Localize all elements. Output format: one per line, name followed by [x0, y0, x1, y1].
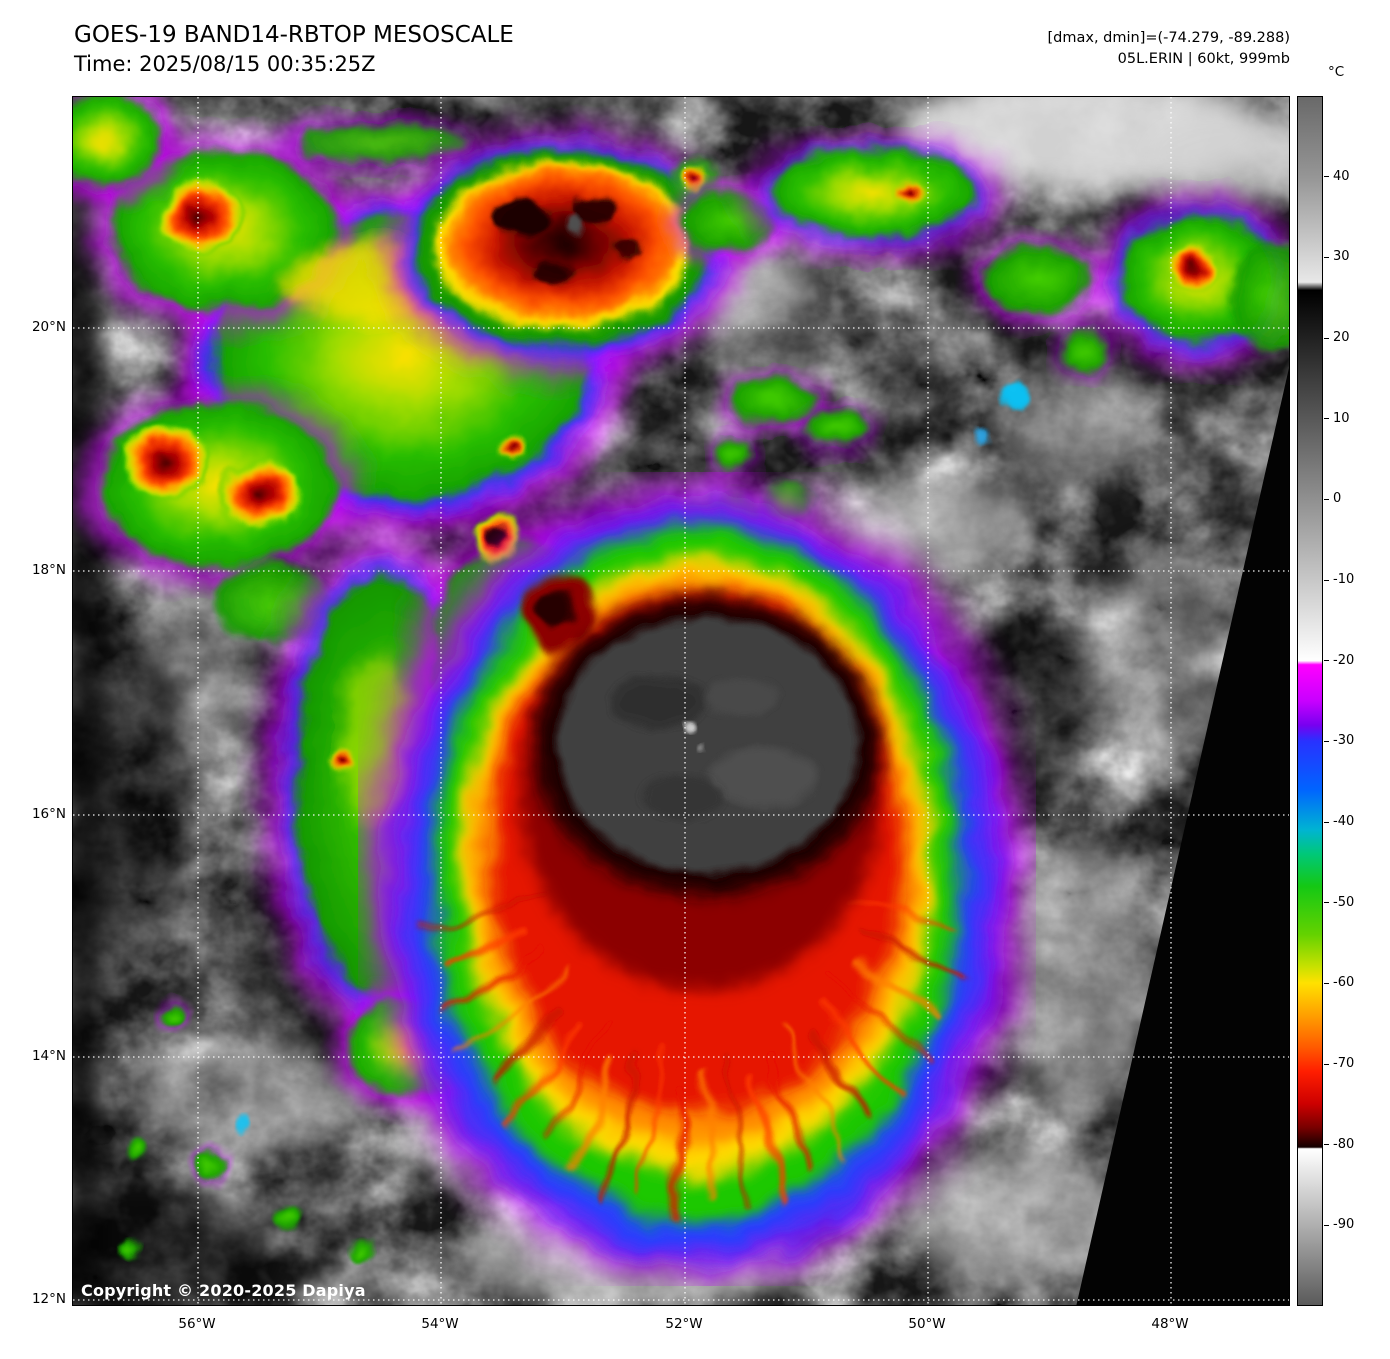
copyright-watermark: Copyright © 2020-2025 Dapiya — [81, 1281, 366, 1300]
colorbar-tick-label: -60 — [1333, 975, 1355, 991]
colorbar-tick-mark — [1324, 902, 1329, 904]
colorbar-tick-mark — [1324, 1144, 1329, 1146]
lon-label-52w: 52°W — [665, 1316, 703, 1332]
colorbar-tick-mark — [1324, 579, 1329, 581]
colorbar-tick-label: 40 — [1333, 168, 1350, 184]
colorbar-tick-mark — [1324, 256, 1329, 258]
colorbar-unit-label: °C — [1328, 64, 1345, 80]
colorbar-tick-label: 10 — [1333, 410, 1350, 426]
colorbar-ticks: 40 30 20 10 0 -10 -20 -30 -40 -50 -60 -70 -80 -90 — [1324, 96, 1388, 1306]
colorbar-tick-label: -40 — [1333, 814, 1355, 829]
colorbar-tick-label: 0 — [1333, 491, 1342, 507]
page-title: GOES-19 BAND14-RBTOP MESOSCALE — [74, 22, 514, 48]
colorbar-tick-mark — [1324, 740, 1329, 742]
colorbar-tick-label: -70 — [1333, 1056, 1355, 1071]
colorbar-tick-label: -30 — [1333, 733, 1355, 749]
hurricane-outflow-streaks — [419, 891, 964, 1222]
colorbar-tick-mark — [1324, 1063, 1329, 1065]
hurricane — [373, 487, 1021, 1271]
lat-label-12n: 12°N — [31, 1291, 66, 1307]
lat-label-20n: 20°N — [31, 319, 66, 335]
colorbar-gradient — [1297, 96, 1323, 1306]
data-edge-mask — [1076, 367, 1289, 1305]
colorbar-tick-mark — [1324, 1224, 1329, 1226]
lat-label-18n: 18°N — [31, 562, 66, 578]
colorbar-tick-mark — [1324, 498, 1329, 500]
colorbar-tick-mark — [1324, 660, 1329, 662]
colorbar-tick-mark — [1324, 337, 1329, 339]
lon-label-48w: 48°W — [1151, 1316, 1189, 1332]
colorbar-tick-mark — [1324, 821, 1329, 823]
storm-info: 05L.ERIN | 60kt, 999mb — [1117, 51, 1290, 67]
colorbar-tick-label: 20 — [1333, 330, 1350, 345]
colorbar-tick-label: -20 — [1333, 652, 1355, 668]
dmax-dmin-readout: [dmax, dmin]=(-74.279, -89.288) — [1047, 30, 1291, 46]
colorbar-tick-label: -90 — [1333, 1217, 1355, 1233]
colorbar-tick-label: -10 — [1333, 572, 1355, 587]
colorbar-tick-mark — [1324, 982, 1329, 984]
lon-label-50w: 50°W — [908, 1316, 946, 1332]
colorbar-tick-mark — [1324, 418, 1329, 420]
lat-label-14n: 14°N — [31, 1048, 66, 1064]
satellite-map-panel: Copyright © 2020-2025 Dapiya — [72, 96, 1290, 1306]
hurricane-core — [519, 594, 883, 990]
hurricane-eye — [683, 722, 695, 734]
lon-label-54w: 54°W — [421, 1316, 459, 1332]
satellite-image — [73, 97, 1289, 1305]
colorbar-tick-label: 30 — [1333, 249, 1350, 265]
grid-lines — [73, 97, 1289, 1305]
lat-label-16n: 16°N — [31, 806, 66, 822]
timestamp: Time: 2025/08/15 00:35:25Z — [74, 52, 376, 76]
colorbar-tick-label: -80 — [1333, 1136, 1355, 1152]
colorbar-tick-label: -50 — [1333, 894, 1355, 910]
colorbar-tick-mark — [1324, 176, 1329, 178]
lon-label-56w: 56°W — [178, 1316, 216, 1332]
